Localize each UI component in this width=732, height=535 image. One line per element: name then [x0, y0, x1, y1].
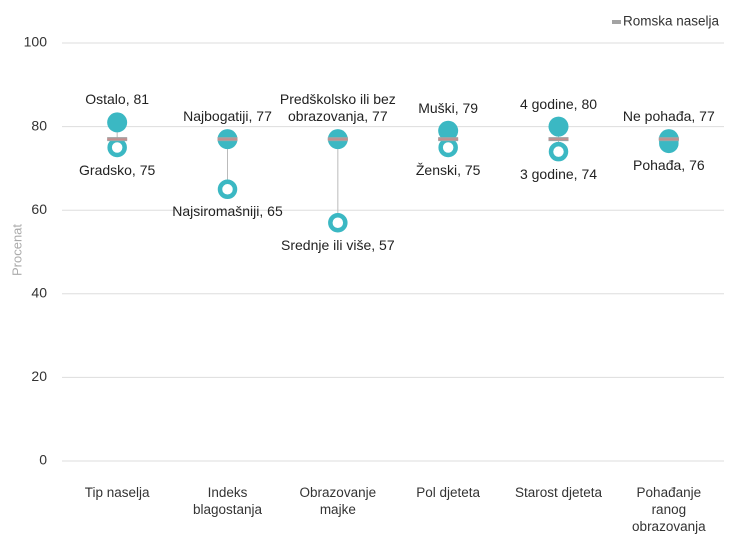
value-label: Srednje ili više, 57 — [281, 236, 395, 253]
legend-label: Romska naselja — [623, 14, 720, 29]
y-tick-label: 80 — [31, 117, 47, 133]
y-tick-label: 0 — [39, 452, 47, 468]
low-dot — [328, 212, 348, 233]
value-label: Najbogatiji, 77 — [183, 108, 272, 125]
value-label: 4 godine, 80 — [519, 95, 598, 112]
x-tick-label: Tip naselja — [84, 485, 150, 500]
high-dot — [107, 112, 128, 133]
value-label: Predškolsko ili bez obrazovanja, 77 — [279, 91, 396, 125]
x-tick-label: Starost djeteta — [514, 485, 603, 500]
value-label: 3 godine, 74 — [519, 165, 598, 182]
value-label: Ne pohađa, 77 — [622, 108, 715, 125]
high-dot — [548, 116, 569, 137]
low-dot — [217, 179, 238, 200]
y-tick-label: 40 — [31, 285, 47, 301]
high-dot — [438, 120, 459, 141]
y-axis-label: Procenat — [9, 224, 24, 276]
y-tick-label: 60 — [31, 201, 47, 217]
y-tick-label: 100 — [24, 34, 48, 50]
value-label: Muški, 79 — [418, 99, 479, 116]
value-label: Gradsko, 75 — [79, 161, 156, 178]
x-tick-label: Pol djeteta — [416, 485, 481, 500]
x-tick-label: Indeks blagostanja — [192, 485, 263, 517]
value-label: Ostalo, 81 — [85, 91, 150, 108]
low-dot — [438, 137, 458, 158]
x-tick-label: Obrazovanje majke — [299, 485, 377, 517]
value-label: Ženski, 75 — [415, 161, 481, 178]
y-tick-label: 20 — [31, 368, 47, 384]
value-label: Pohađa, 76 — [633, 157, 705, 174]
x-tick-label: Pohađanje ranog obrazovanja — [632, 485, 706, 534]
low-dot — [107, 137, 127, 158]
low-dot — [548, 141, 569, 162]
value-label: Najsiromašniji, 65 — [172, 203, 283, 220]
